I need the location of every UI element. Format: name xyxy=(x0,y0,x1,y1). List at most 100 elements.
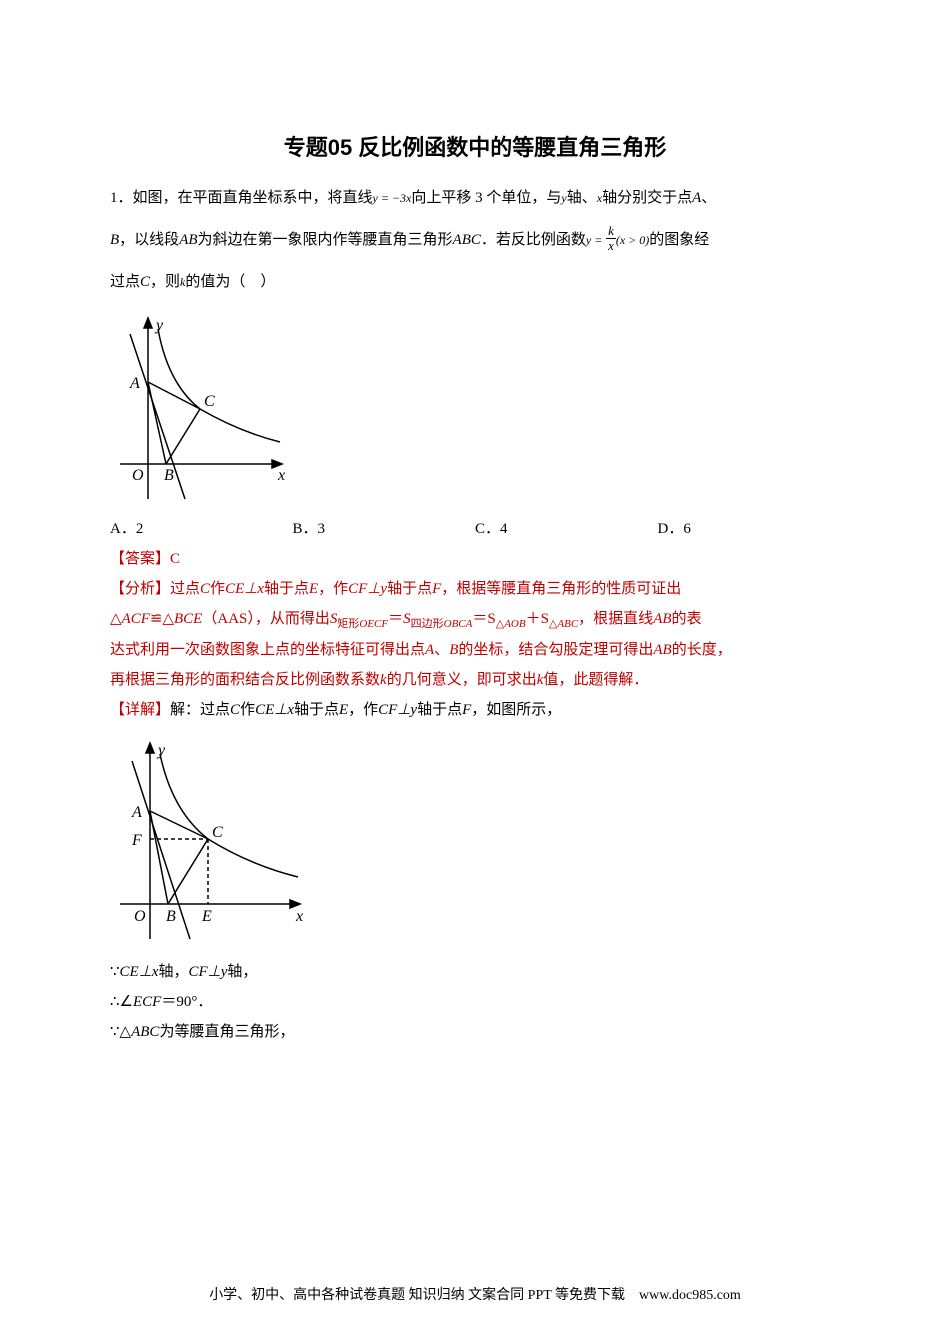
text: 作 xyxy=(210,581,225,597)
fig2-label-e: E xyxy=(201,908,212,925)
rect-sub: 矩形OECF xyxy=(337,618,388,630)
analysis-line2: △ACF≌△BCE（AAS），从而得出S矩形OECF＝S四边形OBCA＝S△AO… xyxy=(110,604,840,635)
text: ，从而得出 xyxy=(255,611,330,627)
acf: ACF xyxy=(122,611,150,627)
text: 轴， xyxy=(227,964,257,980)
congruent: ≌ xyxy=(150,611,163,627)
page-footer: 小学、初中、高中各种试卷真题 知识归纳 文案合同 PPT 等免费下载 www.d… xyxy=(0,1284,950,1304)
fraction-denominator: x xyxy=(606,239,616,253)
text: ，作 xyxy=(348,702,378,718)
text: 轴于点 xyxy=(417,702,462,718)
option-c: C．4 xyxy=(475,517,658,538)
problem-stem-line1: 1．如图，在平面直角坐标系中，将直线y = −3x向上平移 3 个单位，与y轴、… xyxy=(110,180,840,216)
problem-number: 1． xyxy=(110,190,133,206)
fig1-label-y: y xyxy=(154,317,164,334)
analysis-line3: 达式利用一次函数图象上点的坐标特征可得出点A、B的坐标，结合勾股定理可得出AB的… xyxy=(110,635,840,665)
plus-s: ＋S xyxy=(526,611,549,627)
step-2: ∵CE⊥x轴，CF⊥y轴， xyxy=(110,957,840,987)
triangle-prefix: △ xyxy=(162,611,174,627)
text: 轴于点 xyxy=(294,702,339,718)
figure-2: y x O A F B E C xyxy=(110,739,840,949)
bce: BCE xyxy=(174,611,202,627)
text: 轴于点 xyxy=(387,581,432,597)
fig2-label-x: x xyxy=(295,908,303,925)
text: ，作 xyxy=(318,581,348,597)
quad-sub: 四边形OBCA xyxy=(411,618,473,630)
fraction-numerator: k xyxy=(606,224,616,239)
page-title: 专题05 反比例函数中的等腰直角三角形 xyxy=(110,130,840,162)
fig1-label-c: C xyxy=(204,393,215,410)
point-b: B xyxy=(449,642,458,658)
fig1-label-b: B xyxy=(164,467,174,484)
fig2-label-c: C xyxy=(212,824,223,841)
answer-label: 【答案】 xyxy=(110,551,170,567)
point-c: C xyxy=(200,581,210,597)
text: 作 xyxy=(240,702,255,718)
tri-sub: △AOB xyxy=(496,618,526,630)
aas: （AAS） xyxy=(202,611,255,627)
text: ，根据等腰直角三角形的性质可证出 xyxy=(441,581,681,597)
option-b: B．3 xyxy=(293,517,476,538)
fig1-label-o: O xyxy=(132,467,144,484)
analysis-label: 【分析】 xyxy=(110,581,170,597)
ab: AB xyxy=(653,611,671,627)
therefore: ∴∠ xyxy=(110,994,133,1010)
stem-text: 的值为（ ） xyxy=(185,274,275,290)
ce-perp: CE⊥x xyxy=(120,964,159,980)
because-tri: ∵△ xyxy=(110,1024,131,1040)
domain-condition: (x > 0) xyxy=(616,233,649,247)
text: 轴， xyxy=(158,964,188,980)
ab: AB xyxy=(653,642,671,658)
stem-text: 为斜边在第一象限内作等腰直角三角形 xyxy=(198,232,453,248)
stem-text: ，以线段 xyxy=(119,232,179,248)
text: ，根据直线 xyxy=(578,611,653,627)
text: ，如图所示， xyxy=(471,702,561,718)
stem-text: 、 xyxy=(701,190,716,206)
segment-ab: AB xyxy=(179,232,197,248)
point-a: A xyxy=(692,190,701,206)
fig2-label-a: A xyxy=(131,804,142,821)
pt-e: E xyxy=(339,702,348,718)
k: k xyxy=(380,672,387,688)
func-y: y = xyxy=(586,233,602,247)
answer-value: C xyxy=(170,551,180,567)
text: 的表 xyxy=(672,611,702,627)
fraction-k-over-x: kx xyxy=(606,224,616,254)
fig1-label-a: A xyxy=(129,375,140,392)
stem-text: ，则 xyxy=(150,274,180,290)
fig1-label-x: x xyxy=(277,467,285,484)
text: 的长度， xyxy=(672,642,732,658)
text: 的坐标，结合勾股定理可得出 xyxy=(458,642,653,658)
fig2-label-y: y xyxy=(156,742,166,759)
point-e: E xyxy=(309,581,318,597)
ce-perp-x: CE⊥x xyxy=(225,581,264,597)
solution-label: 【详解】 xyxy=(110,702,170,718)
answer-block: 【答案】C 【分析】过点C作CE⊥x轴于点E，作CF⊥y轴于点F，根据等腰直角三… xyxy=(110,544,840,725)
point-a: A xyxy=(425,642,434,658)
cf-perp: CF⊥y xyxy=(188,964,227,980)
point-b: B xyxy=(110,232,119,248)
figure-1: y x O A B C xyxy=(110,314,840,509)
option-a: A．2 xyxy=(110,517,293,538)
point-c: C xyxy=(230,702,240,718)
cf-perp-y: CF⊥y xyxy=(348,581,387,597)
because: ∵ xyxy=(110,964,120,980)
fig2-label-b: B xyxy=(166,908,176,925)
text: 再根据三角形的面积结合反比例函数系数 xyxy=(110,672,380,688)
text: 过点 xyxy=(170,581,200,597)
analysis-line4: 再根据三角形的面积结合反比例函数系数k的几何意义，即可求出k值，此题得解． xyxy=(110,665,840,695)
text: 轴于点 xyxy=(264,581,309,597)
text: 的几何意义，即可求出 xyxy=(387,672,537,688)
solution-steps: ∵CE⊥x轴，CF⊥y轴， ∴∠ECF＝90°． ∵△ABC为等腰直角三角形， xyxy=(110,957,840,1047)
s: S xyxy=(403,611,411,627)
eq-s: ＝S xyxy=(472,611,495,627)
option-d: D．6 xyxy=(658,517,841,538)
point-c: C xyxy=(140,274,150,290)
triangle-abc: ABC xyxy=(453,232,481,248)
text: 达式利用一次函数图象上点的坐标特征可得出点 xyxy=(110,642,425,658)
equation-line: y = −3x xyxy=(373,191,412,205)
stem-text: ．若反比例函数 xyxy=(481,232,586,248)
stem-text: 过点 xyxy=(110,274,140,290)
fig2-label-o: O xyxy=(134,908,146,925)
step-4: ∵△ABC为等腰直角三角形， xyxy=(110,1017,840,1047)
